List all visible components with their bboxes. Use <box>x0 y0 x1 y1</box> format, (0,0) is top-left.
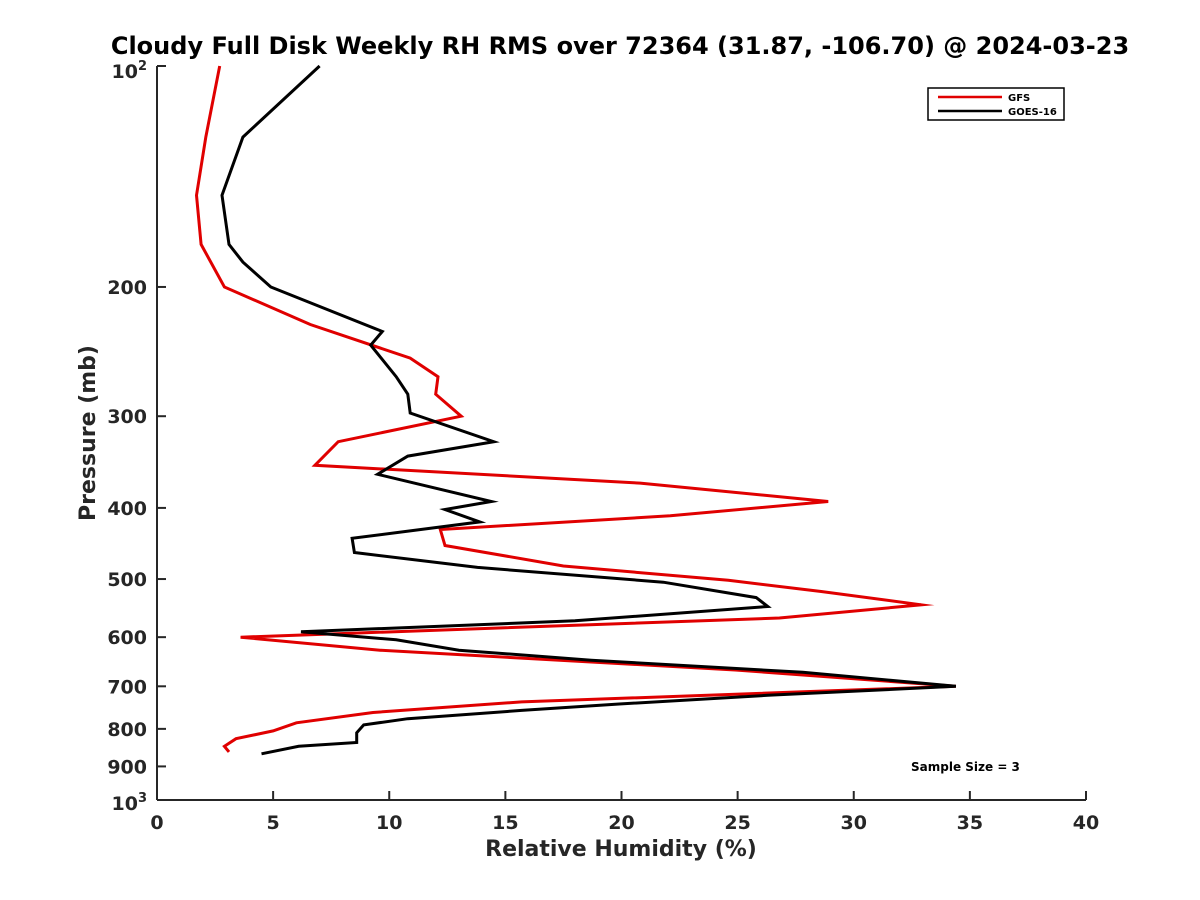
y-tick-label: 200 <box>107 277 147 299</box>
x-tick-label: 25 <box>724 812 750 834</box>
x-tick-label: 40 <box>1073 812 1099 834</box>
ytick-top-exp: 2 <box>138 59 147 74</box>
y-axis-label: Pressure (mb) <box>76 345 101 521</box>
x-tick-label: 35 <box>957 812 983 834</box>
y-tick-label: 500 <box>107 569 147 591</box>
chart-title: Cloudy Full Disk Weekly RH RMS over 7236… <box>111 32 1129 60</box>
series-line-goes-16 <box>220 64 957 756</box>
x-tick-label: 10 <box>376 812 402 834</box>
series-line-gfs <box>194 65 957 753</box>
legend-label-gfs: GFS <box>1008 93 1030 104</box>
x-tick-label: 30 <box>841 812 867 834</box>
ytick-label-bottom: 103 <box>112 791 148 815</box>
legend-box <box>927 87 1065 121</box>
series-layer <box>194 64 957 756</box>
ytick-label-top: 102 <box>112 59 148 83</box>
y-tick-label: 700 <box>107 676 147 698</box>
x-tick-label: 5 <box>267 812 280 834</box>
ytick-bottom-exp: 3 <box>138 791 147 806</box>
x-tick-label: 15 <box>492 812 518 834</box>
legend-label-goes16: GOES-16 <box>1008 107 1057 118</box>
legend: GFS GOES-16 <box>927 87 1065 121</box>
ytick-top-base: 10 <box>112 61 138 83</box>
x-axis-label: Relative Humidity (%) <box>485 837 757 862</box>
y-axis-ticks: 200 300 400 500 600 700 800 900 <box>107 65 166 801</box>
x-tick-label: 0 <box>150 812 163 834</box>
x-axis-ticks: 0 5 10 15 20 25 30 35 40 <box>150 791 1099 834</box>
x-tick-label: 20 <box>608 812 634 834</box>
y-tick-label: 300 <box>107 406 147 428</box>
y-tick-label: 600 <box>107 627 147 649</box>
y-tick-label: 400 <box>107 498 147 520</box>
y-tick-label: 900 <box>107 756 147 778</box>
sample-size-annotation: Sample Size = 3 <box>911 760 1020 774</box>
y-tick-label: 800 <box>107 719 147 741</box>
ytick-bottom-base: 10 <box>112 793 138 815</box>
